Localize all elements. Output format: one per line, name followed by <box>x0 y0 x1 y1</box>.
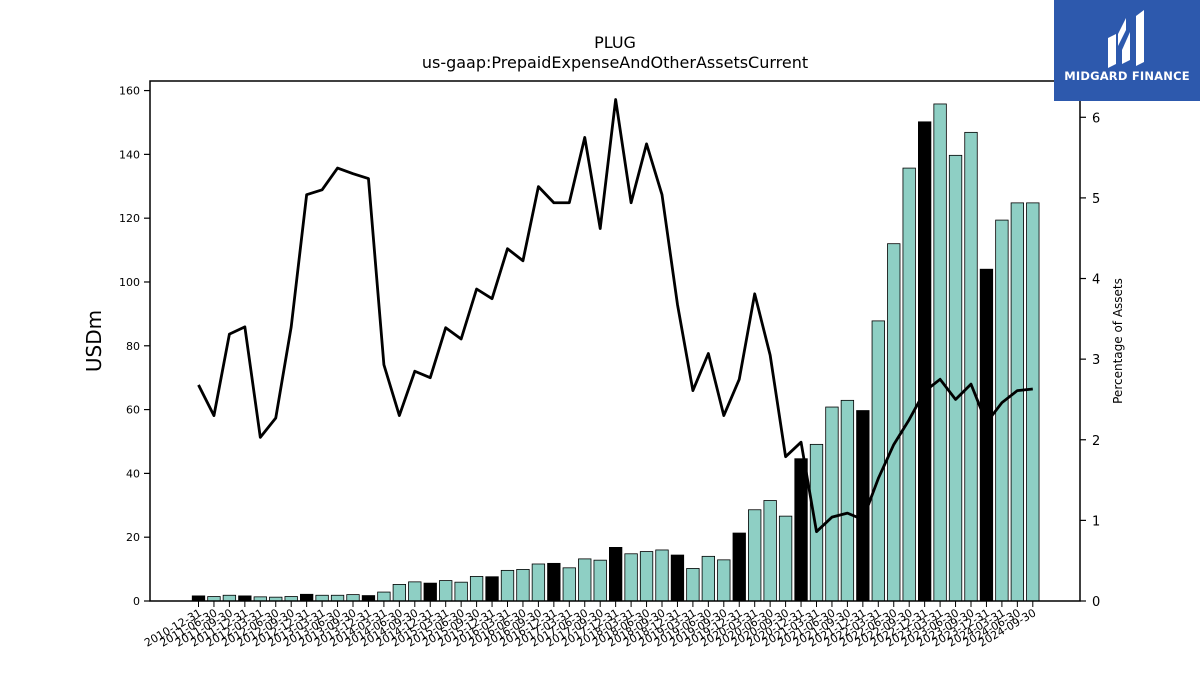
bar <box>593 559 607 602</box>
y-tick-label: 60 <box>126 404 140 417</box>
y2-tick-label: 0 <box>1092 595 1100 610</box>
bar <box>609 547 623 602</box>
y-tick-label: 100 <box>119 276 140 289</box>
bar <box>562 567 576 602</box>
x-axis: 2010-12-312011-06-302011-09-302011-12-31… <box>142 601 1038 650</box>
logo-text: MIDGARD FINANCE <box>1064 69 1190 83</box>
logo-mark-icon <box>1108 10 1144 68</box>
y2-tick-label: 3 <box>1092 353 1100 368</box>
y2-tick-label: 5 <box>1092 192 1100 207</box>
bar <box>624 553 638 602</box>
bar <box>794 458 808 602</box>
bar <box>809 443 824 602</box>
bar <box>423 582 437 602</box>
y-axis-left: 0 20 40 60 80 100 120 140 160 <box>119 85 150 608</box>
bar <box>330 594 345 602</box>
bar <box>887 243 901 602</box>
bar <box>655 549 669 602</box>
bar <box>778 515 793 602</box>
bar <box>439 580 453 602</box>
midgard-finance-logo: MIDGARD FINANCE <box>1054 0 1200 101</box>
bar <box>902 167 916 602</box>
line-series <box>197 98 1033 534</box>
plot-frame <box>149 80 1081 602</box>
chart-title: PLUG <box>594 33 636 52</box>
bar <box>408 581 422 602</box>
bar <box>717 559 731 602</box>
bar <box>732 532 746 602</box>
bar <box>361 595 376 602</box>
y-tick-label: 120 <box>119 212 140 225</box>
bar <box>748 509 762 602</box>
bar <box>948 154 963 602</box>
bar <box>578 558 592 602</box>
bar <box>918 121 932 602</box>
bar <box>315 594 329 602</box>
y2-axis-label: Percentage of Assets <box>1111 278 1125 404</box>
y2-tick-label: 2 <box>1092 434 1100 449</box>
bar <box>485 576 499 602</box>
bar <box>825 406 839 602</box>
y-tick-label: 40 <box>126 467 140 480</box>
y-tick-label: 80 <box>126 340 140 353</box>
bar <box>238 595 252 602</box>
bar <box>500 569 515 602</box>
y-axis-label: USDm <box>82 310 106 372</box>
y2-tick-label: 4 <box>1092 273 1100 288</box>
bar <box>686 568 700 602</box>
bar <box>191 595 206 602</box>
y-axis-right: 0 1 2 3 4 5 6 <box>1080 111 1100 610</box>
bar <box>933 103 947 602</box>
bar <box>1026 202 1040 602</box>
bar <box>346 594 360 602</box>
y-tick-label: 160 <box>119 85 140 98</box>
bar-series <box>191 103 1040 602</box>
bar <box>531 563 546 602</box>
bar <box>377 591 391 602</box>
y2-tick-label: 1 <box>1092 514 1100 529</box>
bar <box>547 562 561 602</box>
bar <box>469 576 484 602</box>
percentage-line <box>197 98 1033 534</box>
bar <box>392 584 407 602</box>
y-tick-label: 140 <box>119 148 140 161</box>
bar <box>222 594 237 602</box>
bar <box>299 593 314 602</box>
bar <box>1010 202 1024 602</box>
bar <box>763 500 777 602</box>
bar <box>454 581 468 602</box>
bar <box>639 551 654 602</box>
bar <box>840 399 855 602</box>
bar <box>701 555 715 602</box>
chart-subtitle: us-gaap:PrepaidExpenseAndOtherAssetsCurr… <box>422 53 808 72</box>
bar <box>979 268 994 602</box>
bar <box>871 320 885 602</box>
y2-tick-label: 6 <box>1092 111 1100 126</box>
bar <box>964 131 978 602</box>
y-tick-label: 20 <box>126 531 140 544</box>
bar <box>670 554 685 602</box>
y-tick-label: 0 <box>133 595 140 608</box>
bar <box>516 569 530 602</box>
